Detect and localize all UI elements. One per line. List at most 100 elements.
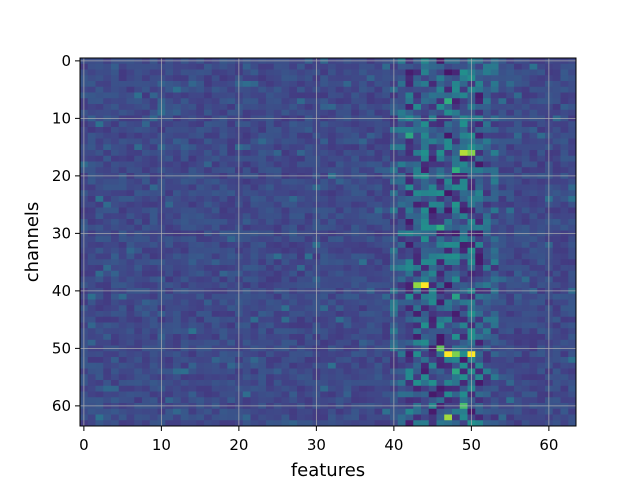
heatmap-cell [134, 167, 143, 174]
heatmap-cell [304, 69, 313, 76]
heatmap-cell [521, 305, 530, 312]
heatmap-cell [281, 293, 290, 300]
heatmap-cell [180, 391, 189, 398]
heatmap-cell [359, 178, 368, 185]
heatmap-cell [452, 242, 461, 249]
heatmap-cell [475, 63, 484, 70]
heatmap-cell [483, 242, 492, 249]
heatmap-cell [568, 391, 577, 398]
y-tick-label: 50 [52, 339, 71, 357]
heatmap-cell [421, 236, 430, 243]
heatmap-cell [142, 155, 151, 162]
heatmap-cell [568, 259, 577, 266]
heatmap-cell [211, 334, 220, 341]
heatmap-cell [87, 391, 96, 398]
heatmap-cell [242, 339, 251, 346]
heatmap-cell [374, 282, 383, 289]
heatmap-cell [490, 92, 499, 99]
heatmap-cell [436, 357, 445, 364]
heatmap-cell [165, 224, 174, 231]
heatmap-cell [180, 98, 189, 105]
heatmap-cell [397, 219, 406, 226]
heatmap-cell [227, 259, 236, 266]
heatmap-cell [359, 397, 368, 404]
heatmap-cell [475, 362, 484, 369]
heatmap-cell [281, 380, 290, 387]
heatmap-cell [134, 357, 143, 364]
heatmap-cell [196, 167, 205, 174]
heatmap-cell [343, 259, 352, 266]
heatmap-cell [444, 357, 453, 364]
heatmap-cell [165, 357, 174, 364]
heatmap-cell [521, 81, 530, 88]
heatmap-cell [258, 98, 267, 105]
heatmap-cell [297, 86, 306, 93]
heatmap-cell [320, 190, 329, 197]
heatmap-cell [428, 104, 437, 111]
heatmap-cell [436, 380, 445, 387]
heatmap-cell [397, 167, 406, 174]
heatmap-cell [227, 184, 236, 191]
heatmap-cell [397, 98, 406, 105]
heatmap-cell [142, 219, 151, 226]
heatmap-cell [397, 104, 406, 111]
heatmap-cell [529, 368, 538, 375]
heatmap-cell [374, 69, 383, 76]
heatmap-cell [366, 293, 375, 300]
heatmap-cell [405, 167, 414, 174]
heatmap-cell [506, 293, 515, 300]
heatmap-cell [196, 276, 205, 283]
heatmap-cell [165, 86, 174, 93]
heatmap-cell [452, 322, 461, 329]
heatmap-cell [459, 265, 468, 272]
heatmap-cell [273, 224, 282, 231]
heatmap-cell [173, 121, 182, 128]
heatmap-cell [111, 282, 120, 289]
heatmap-cell [204, 81, 213, 88]
heatmap-cell [529, 224, 538, 231]
heatmap-cell [142, 127, 151, 134]
heatmap-cell [374, 155, 383, 162]
heatmap-cell [297, 167, 306, 174]
heatmap-cell [335, 161, 344, 168]
heatmap-cell [188, 219, 197, 226]
heatmap-cell [552, 339, 561, 346]
heatmap-cell [359, 224, 368, 231]
heatmap-cell [103, 253, 112, 260]
heatmap-cell [87, 127, 96, 134]
heatmap-cell [428, 219, 437, 226]
heatmap-cell [87, 132, 96, 139]
heatmap-cell [134, 414, 143, 421]
heatmap-cell [506, 127, 515, 134]
heatmap-cell [142, 201, 151, 208]
heatmap-cell [173, 92, 182, 99]
y-tick-label: 10 [52, 109, 71, 127]
heatmap-cell [266, 63, 275, 70]
heatmap-cell [444, 311, 453, 318]
heatmap-cell [297, 311, 306, 318]
heatmap-cell [188, 127, 197, 134]
heatmap-cell [103, 121, 112, 128]
heatmap-cell [552, 259, 561, 266]
heatmap-cell [483, 265, 492, 272]
heatmap-cell [537, 196, 546, 203]
heatmap-cell [490, 184, 499, 191]
heatmap-cell [335, 69, 344, 76]
heatmap-cell [405, 75, 414, 82]
heatmap-cell [320, 305, 329, 312]
heatmap-cell [475, 299, 484, 306]
heatmap-cell [180, 322, 189, 329]
heatmap-cell [366, 81, 375, 88]
heatmap-cell [134, 253, 143, 260]
heatmap-cell [111, 259, 120, 266]
heatmap-cell [304, 155, 313, 162]
heatmap-cell [382, 259, 391, 266]
heatmap-cell [149, 242, 158, 249]
heatmap-cell [436, 121, 445, 128]
heatmap-cell [266, 178, 275, 185]
heatmap-cell [87, 184, 96, 191]
heatmap-cell [87, 380, 96, 387]
heatmap-cell [304, 316, 313, 323]
heatmap-cell [103, 374, 112, 381]
heatmap-cell [281, 374, 290, 381]
